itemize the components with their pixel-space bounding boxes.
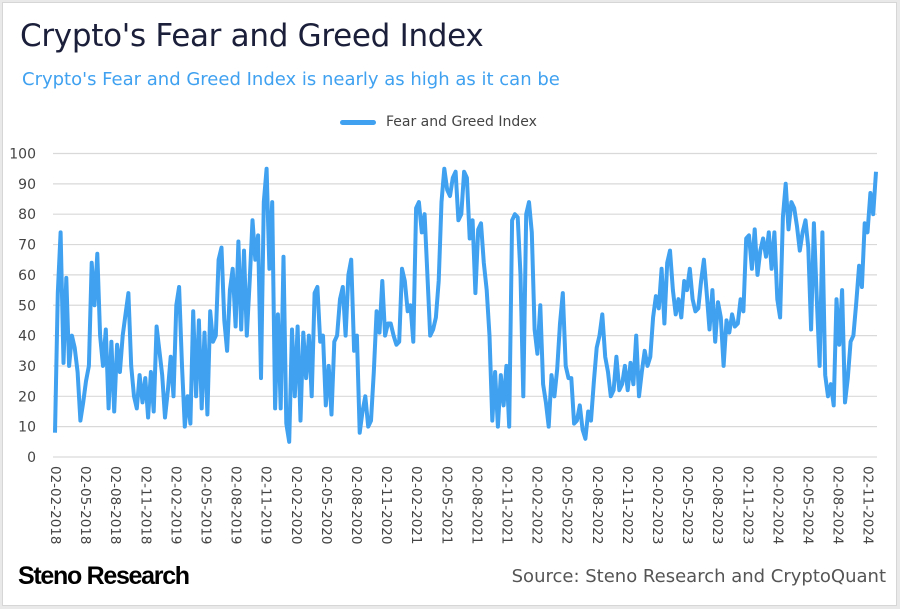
x-tick-label: 02-05-2022 — [559, 466, 575, 544]
legend-swatch — [340, 119, 376, 125]
x-tick-label: 02-02-2021 — [408, 466, 424, 544]
y-tick-label: 100 — [9, 147, 36, 163]
x-tick-label: 02-11-2019 — [258, 466, 274, 544]
y-tick-label: 30 — [18, 359, 36, 375]
x-tick-label: 02-05-2021 — [438, 466, 454, 544]
y-tick-label: 50 — [18, 298, 36, 314]
x-tick-label: 02-05-2020 — [318, 466, 334, 544]
x-tick-label: 02-05-2024 — [800, 466, 816, 544]
x-tick-label: 02-02-2020 — [288, 466, 304, 544]
x-axis-ticks: 02-02-2018 02-05-2018 02-08-2018 02-11-2018… — [47, 466, 876, 544]
x-tick-label: 02-08-2020 — [348, 466, 364, 544]
x-tick-label: 02-08-2021 — [468, 466, 484, 544]
x-tick-label: 02-05-2023 — [679, 466, 695, 544]
x-tick-label: 02-11-2023 — [739, 466, 755, 544]
x-tick-label: 02-02-2019 — [167, 466, 183, 544]
chart-title: Crypto's Fear and Greed Index — [20, 18, 484, 54]
y-axis-ticks: 0 10 20 30 40 50 60 70 80 90 100 — [9, 147, 36, 467]
x-tick-label: 02-05-2018 — [77, 466, 93, 544]
x-tick-label: 02-02-2022 — [529, 466, 545, 544]
y-tick-label: 0 — [27, 450, 36, 466]
x-tick-label: 02-02-2023 — [649, 466, 665, 544]
x-tick-label: 02-08-2024 — [830, 466, 846, 544]
x-tick-label: 02-08-2018 — [107, 466, 123, 544]
x-tick-label: 02-08-2019 — [228, 466, 244, 544]
x-tick-label: 02-02-2018 — [47, 466, 63, 544]
x-tick-label: 02-02-2024 — [769, 466, 785, 544]
y-tick-label: 20 — [18, 389, 36, 405]
y-tick-label: 40 — [18, 329, 36, 345]
x-tick-label: 02-11-2021 — [499, 466, 515, 544]
x-tick-label: 02-08-2023 — [709, 466, 725, 544]
y-tick-label: 80 — [18, 207, 36, 223]
gridlines — [53, 152, 877, 458]
legend: Fear and Greed Index — [340, 114, 537, 130]
y-tick-label: 70 — [18, 238, 36, 254]
x-tick-label: 02-11-2020 — [378, 466, 394, 544]
series-line-fear-and-greed-index — [53, 166, 878, 444]
x-tick-label: 02-11-2024 — [860, 466, 876, 544]
steno-research-logo: Steno Research — [18, 562, 190, 590]
source-note: Source: Steno Research and CryptoQuant — [511, 566, 886, 587]
series-group — [53, 166, 878, 444]
legend-label: Fear and Greed Index — [386, 114, 537, 130]
chart-subtitle: Crypto's Fear and Greed Index is nearly … — [22, 69, 560, 90]
y-tick-label: 10 — [18, 420, 36, 436]
x-tick-label: 02-05-2019 — [198, 466, 214, 544]
x-tick-label: 02-08-2022 — [589, 466, 605, 544]
y-tick-label: 90 — [18, 177, 36, 193]
x-tick-label: 02-11-2022 — [619, 466, 635, 544]
x-tick-label: 02-11-2018 — [137, 466, 153, 544]
y-tick-label: 60 — [18, 268, 36, 284]
